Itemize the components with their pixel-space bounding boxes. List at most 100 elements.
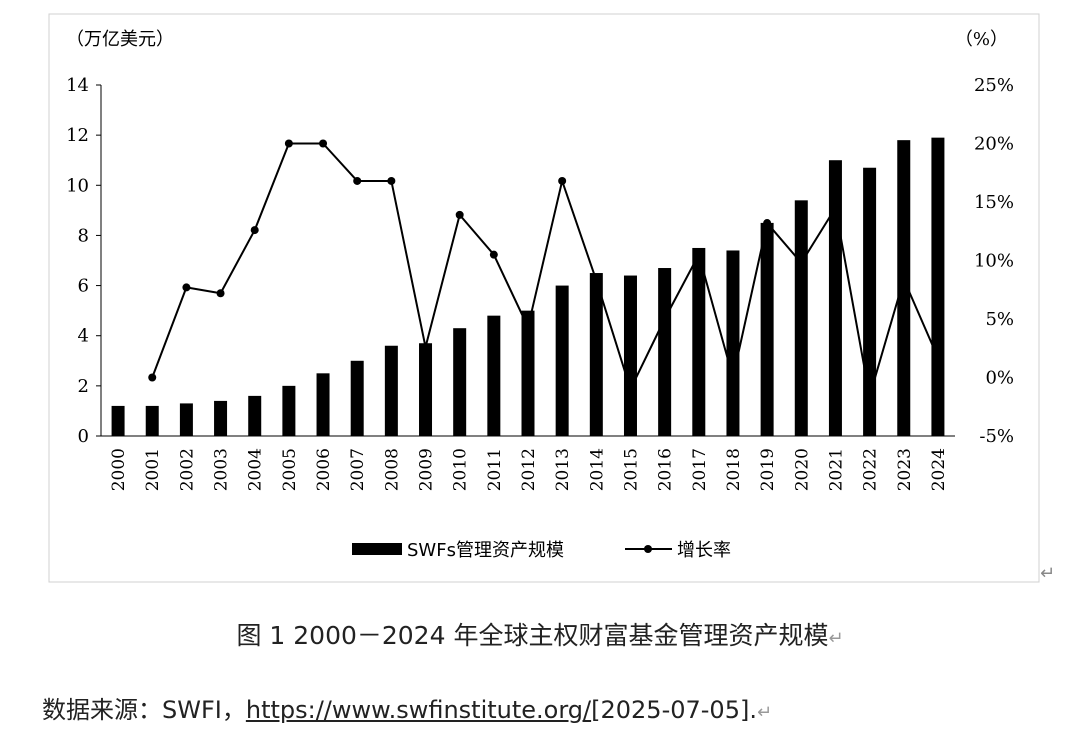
growth-point (421, 343, 430, 352)
x-tick-label: 2003 (212, 448, 232, 491)
bar (658, 268, 672, 436)
source-prefix: 数据来源：SWFI， (42, 696, 246, 724)
bar (828, 160, 842, 436)
bar (487, 315, 501, 436)
legend-line-label: 增长率 (677, 540, 731, 561)
growth-point (660, 315, 669, 323)
bar (248, 395, 262, 436)
legend: SWFs管理资产规模 增长率 (352, 540, 731, 561)
growth-point (865, 392, 874, 401)
chart: （万亿美元） （%） 0 2 4 6 8 10 12 14 -5% 0% 5% 10% 15% 20% 2… (48, 13, 1040, 583)
growth-line (151, 142, 939, 398)
bar (760, 222, 774, 436)
x-tick-label: 2004 (246, 448, 266, 491)
growth-line-series (148, 139, 942, 401)
x-tick-label: 2010 (451, 448, 471, 491)
x-tick-label: 2023 (895, 448, 915, 491)
bar (589, 273, 603, 436)
x-tick-label: 2018 (724, 448, 744, 491)
growth-point (524, 323, 532, 332)
x-tick-label: 2015 (621, 448, 641, 491)
growth-point (455, 210, 464, 219)
growth-point (489, 250, 498, 259)
left-tick-label: 0 (78, 426, 89, 447)
right-tick-label: 15% (974, 192, 1014, 213)
left-axis-ticks: 0 2 4 6 8 10 12 14 (66, 75, 101, 447)
x-tick-label: 2005 (280, 448, 300, 491)
x-tick-label: 2014 (587, 448, 607, 491)
bar (794, 200, 808, 436)
bar (931, 137, 945, 436)
bar (453, 328, 467, 436)
bar (863, 167, 877, 436)
growth-point (353, 176, 362, 185)
source-link[interactable]: https://www.swfinstitute.org/ (245, 696, 592, 724)
growth-point (319, 139, 328, 148)
bar (555, 285, 569, 436)
x-tick-label: 2006 (314, 448, 334, 491)
legend-bar-swatch (352, 543, 402, 555)
right-tick-label: 5% (985, 309, 1014, 330)
bar (384, 345, 398, 436)
bar (350, 360, 364, 436)
growth-point (284, 139, 293, 148)
source-return-mark: ↵ (756, 702, 773, 723)
x-tick-label: 2001 (143, 448, 163, 491)
bar (623, 275, 637, 436)
growth-point (763, 219, 772, 228)
growth-point (797, 258, 806, 267)
growth-point (728, 373, 737, 382)
left-axis-unit: （万亿美元） (66, 29, 174, 50)
x-tick-label: 2019 (758, 448, 778, 491)
x-tick-label: 2008 (382, 448, 402, 491)
right-tick-label: 25% (974, 75, 1014, 96)
growth-point (387, 176, 396, 185)
left-tick-label: 8 (78, 225, 89, 246)
legend-bar-label: SWFs管理资产规模 (407, 540, 564, 561)
frame-return-mark: ↵ (1040, 563, 1056, 584)
bar (419, 343, 433, 436)
growth-point (148, 373, 157, 382)
bar (726, 250, 740, 436)
growth-point (182, 283, 191, 292)
growth-point (592, 276, 601, 285)
bar (521, 310, 535, 436)
bar (214, 400, 228, 436)
caption-text: 图 1 2000－2024 年全球主权财富基金管理资产规模 (236, 621, 829, 650)
x-tick-label: 2007 (348, 448, 368, 491)
x-tick-label: 2009 (417, 448, 437, 491)
x-tick-label: 2024 (929, 448, 949, 491)
figure-caption: 图 1 2000－2024 年全球主权财富基金管理资产规模↵ (0, 616, 1080, 652)
left-tick-label: 6 (78, 276, 89, 297)
growth-point (558, 176, 567, 185)
bar (145, 405, 159, 436)
x-tick-label: 2017 (690, 448, 710, 491)
growth-point (899, 275, 908, 284)
data-source: 数据来源：SWFI，https://www.swfinstitute.org/[… (42, 690, 772, 725)
x-tick-label: 2000 (109, 448, 129, 491)
x-tick-label: 2022 (861, 448, 881, 491)
bar (282, 385, 296, 436)
x-tick-label: 2013 (553, 448, 573, 491)
left-tick-label: 12 (66, 125, 89, 146)
x-tick-label: 2002 (177, 448, 197, 491)
right-tick-label: -5% (979, 426, 1014, 447)
growth-point (831, 203, 840, 212)
growth-point (216, 289, 225, 298)
left-tick-label: 10 (66, 175, 89, 196)
growth-point (250, 226, 259, 235)
left-tick-label: 2 (78, 376, 89, 397)
x-tick-label: 2021 (826, 448, 846, 491)
right-tick-label: 20% (974, 134, 1014, 155)
x-axis-ticks: 2000 2001 2002 2003 2004 2005 2006 2007 2008 2009… (109, 448, 949, 491)
bar (316, 373, 330, 436)
left-tick-label: 14 (66, 75, 89, 96)
chart-border (48, 13, 1040, 583)
right-tick-label: 0% (985, 368, 1014, 389)
legend-line-marker (644, 545, 652, 553)
source-suffix: [2025-07-05]. (591, 696, 757, 724)
x-tick-label: 2016 (656, 448, 676, 491)
right-tick-label: 10% (974, 251, 1014, 272)
bar (692, 247, 706, 436)
caption-return-mark: ↵ (828, 628, 844, 649)
